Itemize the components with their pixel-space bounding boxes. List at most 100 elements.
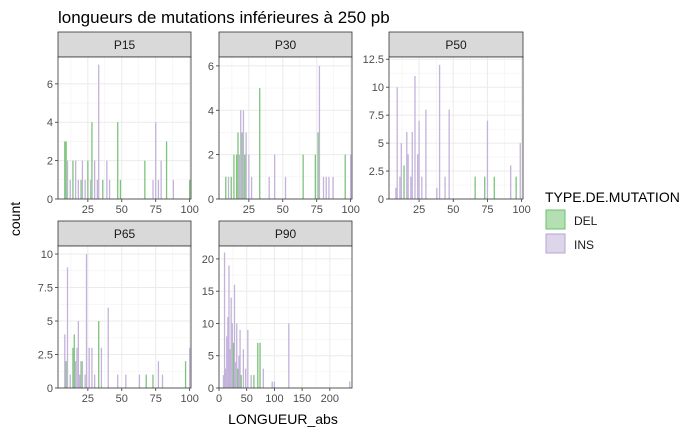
bar-ins	[84, 374, 86, 388]
bar-del	[188, 179, 191, 199]
bar-del	[240, 375, 242, 388]
bar-ins	[77, 321, 80, 388]
bar-ins	[74, 361, 77, 388]
x-tick-label: 25	[82, 204, 94, 216]
bar-ins	[247, 329, 249, 388]
y-tick-label: 4	[47, 117, 53, 129]
x-tick-label: 75	[311, 204, 323, 216]
legend-swatch-del	[545, 209, 566, 230]
y-tick-label: 5	[208, 351, 214, 363]
bar-del	[253, 375, 255, 388]
bar-ins	[444, 176, 446, 199]
bar-del	[64, 141, 66, 199]
bar-del	[72, 347, 74, 388]
x-tick-label: 100	[341, 204, 359, 216]
bar-ins	[407, 154, 409, 199]
bar-ins	[406, 131, 408, 199]
y-tick-label: 7.5	[38, 283, 53, 295]
bar-ins	[85, 254, 88, 388]
bar-ins	[268, 176, 270, 199]
bar-ins	[248, 154, 250, 199]
bar-ins	[66, 267, 69, 388]
x-tick-label: 150	[293, 393, 311, 405]
facet-p50: P50 25 50 75 100 0 2.5 5 7.5 10 12.5	[363, 31, 531, 216]
bar-ins	[88, 347, 90, 388]
bar-del	[80, 361, 82, 388]
bar-ins	[332, 176, 334, 199]
bar-ins	[318, 65, 321, 199]
bar-del	[72, 160, 74, 199]
bar-ins	[245, 132, 247, 199]
bar-ins	[98, 64, 100, 199]
panel-background	[389, 57, 523, 199]
x-tick-label: 25	[243, 204, 255, 216]
bar-del	[144, 160, 146, 199]
legend-swatch-ins	[545, 233, 566, 254]
bar-ins	[84, 179, 86, 199]
facet-strip-label: P90	[275, 227, 297, 241]
bar-ins	[188, 347, 191, 388]
y-tick-label: 2.5	[38, 350, 53, 362]
bar-ins	[106, 160, 108, 199]
x-tick-label: 50	[116, 393, 128, 405]
x-tick-label: 25	[82, 393, 94, 405]
bar-del	[259, 88, 261, 199]
bar-ins	[322, 176, 325, 199]
bar-del	[235, 154, 238, 199]
bar-ins	[155, 122, 157, 199]
chart-title: longueurs de mutations inférieures à 250…	[58, 8, 390, 27]
bar-ins	[421, 176, 423, 199]
bar-ins	[233, 284, 236, 388]
bar-ins	[157, 361, 160, 388]
bar-ins	[66, 160, 69, 199]
bar-ins	[349, 154, 352, 199]
bar-ins	[349, 381, 351, 388]
bar-del	[244, 154, 246, 199]
bar-del	[184, 361, 187, 388]
x-tick-label: 50	[447, 204, 459, 216]
bar-ins	[74, 160, 77, 199]
bar-ins	[89, 179, 92, 199]
legend-label-del: DEL	[574, 214, 598, 228]
bar-ins	[238, 154, 241, 199]
bar-ins	[93, 160, 96, 199]
bar-ins	[160, 160, 162, 199]
x-tick-label: 25	[413, 204, 425, 216]
legend-title: TYPE.DE.MUTATION	[545, 189, 680, 205]
panel-background	[58, 57, 191, 199]
bar-ins	[76, 347, 78, 388]
bar-ins	[79, 374, 81, 388]
x-tick-label: 50	[116, 204, 128, 216]
bar-del	[232, 342, 235, 388]
bar-ins	[228, 265, 230, 388]
bar-del	[102, 179, 104, 199]
bar-ins	[238, 355, 240, 388]
bar-del	[119, 179, 122, 199]
bar-ins	[227, 176, 230, 199]
y-tick-label: 15	[202, 286, 214, 298]
bar-ins	[242, 349, 245, 388]
bar-ins	[161, 374, 164, 388]
x-tick-label: 75	[481, 204, 493, 216]
bar-del	[73, 334, 75, 388]
bar-ins	[396, 87, 398, 199]
bar-del	[515, 176, 517, 199]
bar-del	[302, 154, 304, 199]
y-tick-label: 0	[47, 383, 53, 395]
y-tick-label: 12.5	[363, 54, 384, 66]
bar-ins	[400, 143, 402, 199]
y-tick-label: 4	[208, 105, 214, 117]
bar-del	[225, 176, 227, 199]
facet-strip	[218, 31, 353, 58]
bar-ins	[236, 323, 238, 388]
facet-strip	[57, 31, 192, 58]
x-tick-label: 75	[150, 393, 162, 405]
bar-del	[241, 132, 243, 199]
legend: TYPE.DE.MUTATION DEL INS	[545, 189, 680, 254]
bar-ins	[410, 176, 412, 199]
bar-del	[165, 141, 168, 199]
x-tick-label: 100	[180, 204, 198, 216]
bar-del	[87, 160, 89, 199]
facet-p90: P90 0 50 100 150 200 0 5 10 15 20	[202, 220, 353, 405]
facet-strip-label: P30	[275, 38, 297, 52]
